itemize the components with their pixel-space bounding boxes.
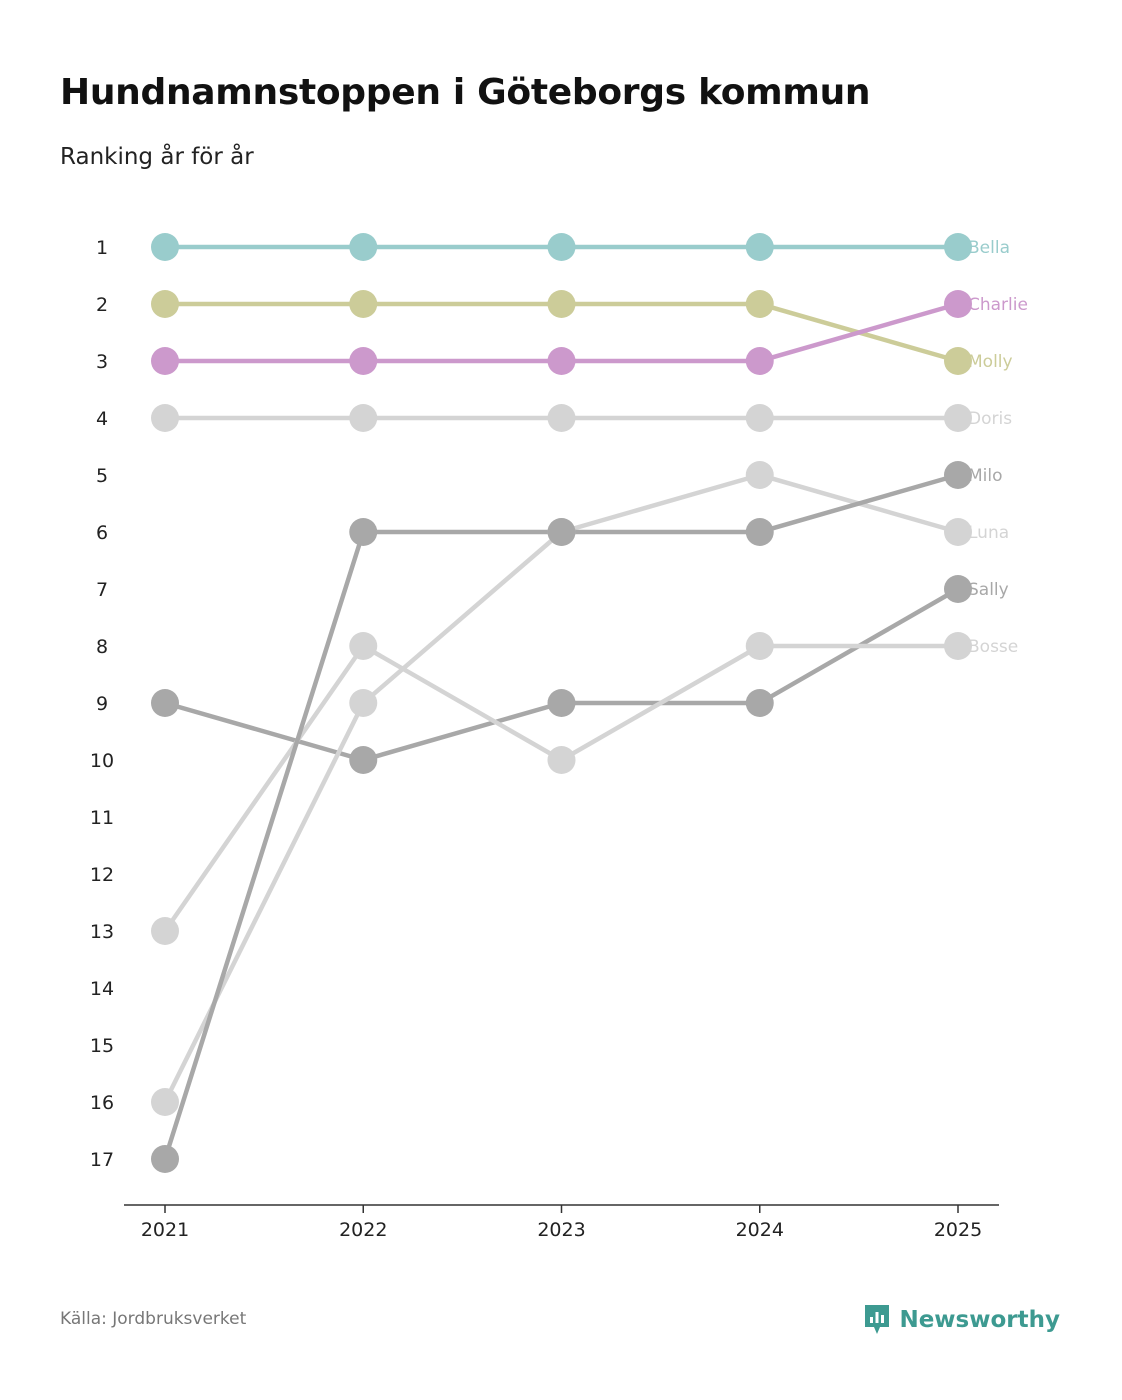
y-tick-label: 10	[90, 750, 114, 772]
y-tick-label: 17	[90, 1149, 114, 1171]
data-point-bella	[547, 233, 576, 261]
y-tick-label: 3	[96, 351, 108, 373]
y-tick-label: 12	[90, 864, 114, 886]
series-label-bosse: Bosse	[968, 637, 1018, 657]
series-label-milo: Milo	[968, 466, 1003, 486]
source-note: Källa: Jordbruksverket	[60, 1309, 247, 1329]
data-point-sally	[349, 746, 378, 774]
x-tick-label: 2021	[141, 1219, 189, 1241]
data-point-sally	[745, 689, 774, 717]
data-point-bosse	[745, 632, 774, 660]
data-point-bella	[944, 233, 972, 261]
y-tick-label: 1	[96, 237, 108, 259]
data-point-charlie	[151, 347, 179, 375]
chart-title: Hundnamnstoppen i Göteborgs kommun	[60, 72, 871, 113]
data-point-doris	[151, 404, 179, 432]
series-line-milo	[162, 472, 961, 1162]
data-point-bella	[745, 233, 774, 261]
data-point-bosse	[944, 632, 972, 660]
data-point-sally	[944, 575, 972, 603]
data-point-milo	[547, 518, 576, 546]
data-point-bella	[151, 233, 179, 261]
y-tick-label: 13	[90, 921, 114, 943]
data-point-milo	[151, 1145, 179, 1173]
data-point-molly	[151, 290, 179, 318]
data-point-molly	[349, 290, 378, 318]
series-label-sally: Sally	[968, 580, 1009, 600]
data-point-molly	[547, 290, 576, 318]
data-point-luna	[745, 461, 774, 489]
data-point-bosse	[151, 917, 179, 945]
series-points	[151, 233, 972, 1173]
data-point-sally	[151, 689, 179, 717]
y-tick-label: 9	[96, 693, 108, 715]
data-point-doris	[944, 404, 972, 432]
brand-name: Newsworthy	[899, 1307, 1060, 1333]
data-point-bella	[349, 233, 378, 261]
data-point-doris	[745, 404, 774, 432]
x-tick-label: 2022	[339, 1219, 387, 1241]
x-tick-label: 2024	[736, 1219, 784, 1241]
data-point-milo	[745, 518, 774, 546]
y-tick-label: 14	[90, 978, 114, 1000]
brand-logo: Newsworthy	[863, 1303, 1060, 1337]
y-tick-label: 2	[96, 294, 108, 316]
data-point-bosse	[349, 632, 378, 660]
data-point-charlie	[944, 290, 972, 318]
data-point-luna	[944, 518, 972, 546]
y-tick-label: 8	[96, 636, 108, 658]
x-axis: 2021 2022 2023 2024 2025	[141, 1205, 982, 1241]
newsworthy-logo-icon	[865, 1305, 890, 1334]
y-tick-label: 5	[96, 465, 108, 487]
data-point-bosse	[547, 746, 576, 774]
y-tick-label: 16	[90, 1092, 114, 1114]
series-end-labels: Sally Bosse Luna Milo Doris Molly Charlie Bella	[968, 238, 1028, 657]
data-point-milo	[944, 461, 972, 489]
series-label-charlie: Charlie	[968, 295, 1028, 315]
data-point-molly	[745, 290, 774, 318]
data-point-charlie	[745, 347, 774, 375]
x-tick-label: 2023	[537, 1219, 585, 1241]
series-label-bella: Bella	[968, 238, 1010, 258]
series-label-luna: Luna	[968, 523, 1009, 543]
data-point-milo	[349, 518, 378, 546]
y-tick-label: 4	[96, 408, 108, 430]
series-line-sally	[162, 586, 961, 763]
data-point-doris	[547, 404, 576, 432]
data-point-sally	[547, 689, 576, 717]
x-tick-label: 2025	[934, 1219, 982, 1241]
data-point-charlie	[547, 347, 576, 375]
y-tick-label: 7	[96, 579, 108, 601]
series-label-molly: Molly	[968, 352, 1013, 372]
data-point-charlie	[349, 347, 378, 375]
data-point-doris	[349, 404, 378, 432]
data-point-luna	[349, 689, 378, 717]
y-tick-label: 6	[96, 522, 108, 544]
y-tick-label: 11	[90, 807, 114, 829]
chart-subtitle: Ranking år för år	[60, 144, 254, 170]
series-label-doris: Doris	[968, 409, 1012, 429]
data-point-molly	[944, 347, 972, 375]
data-point-luna	[151, 1088, 179, 1116]
y-tick-label: 15	[90, 1035, 114, 1057]
